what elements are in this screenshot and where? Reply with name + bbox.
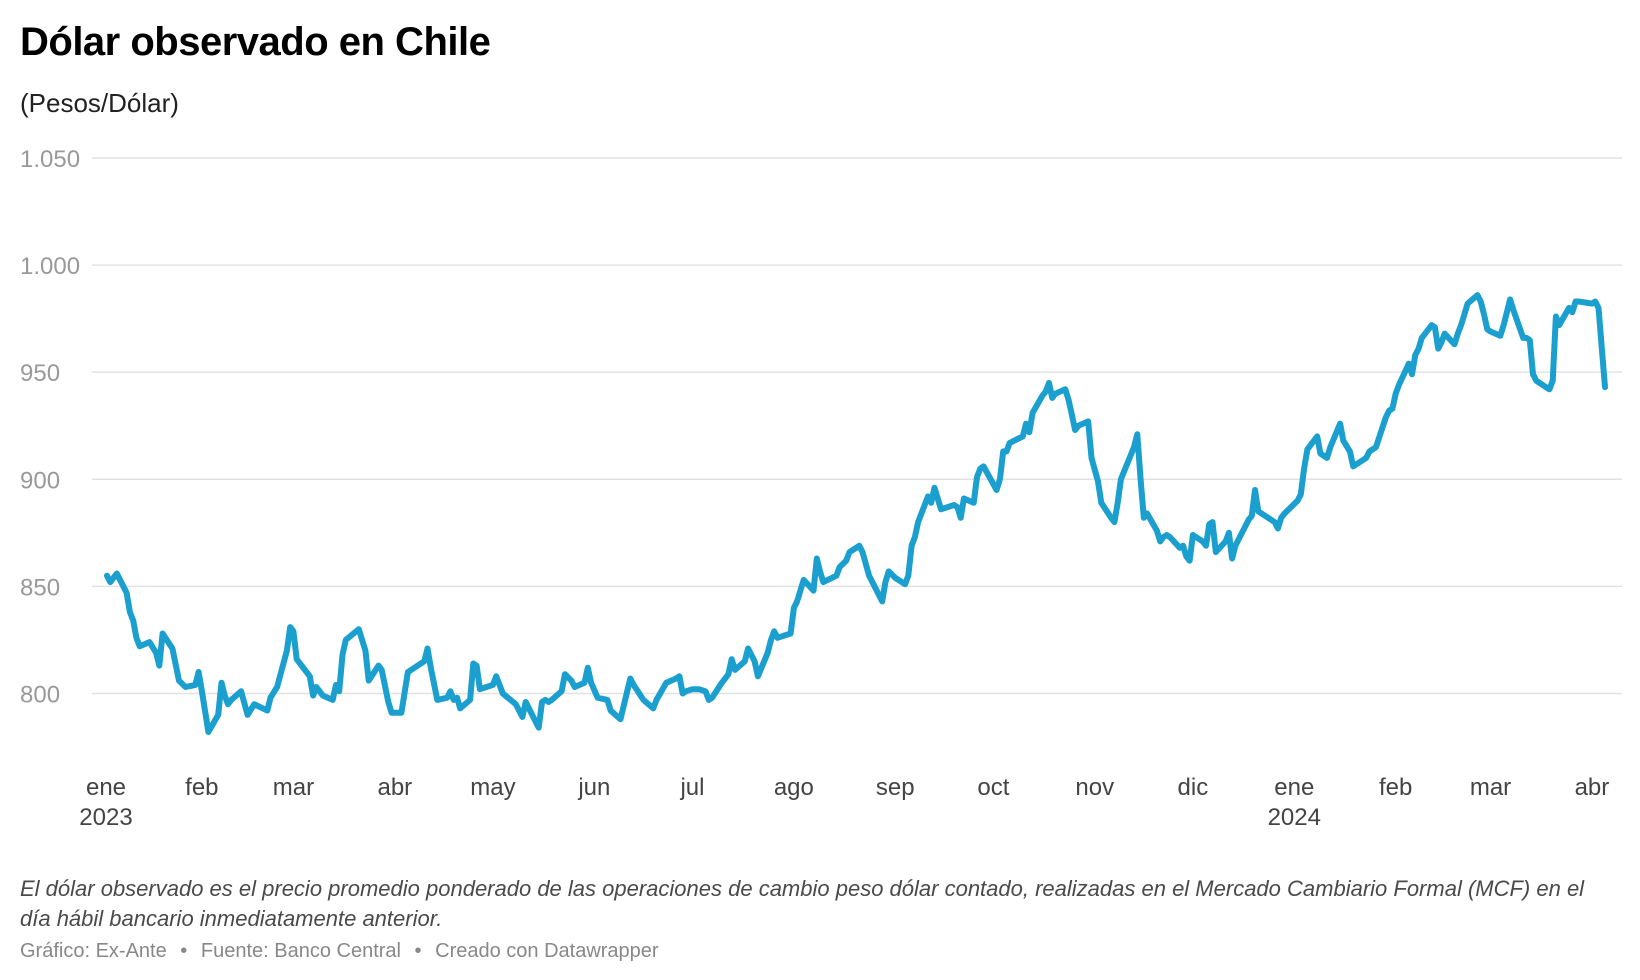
footer-tool: Creado con Datawrapper xyxy=(435,940,659,962)
chart-subtitle: (Pesos/Dólar) xyxy=(20,88,179,118)
x-tick-label: mar xyxy=(1470,774,1511,801)
x-tick-label: feb xyxy=(185,774,218,801)
x-axis-labels: ene 2023 feb mar abr may jun jul ago sep oct nov dic… xyxy=(79,774,1609,831)
y-tick-label: 950 xyxy=(20,360,60,387)
y-tick-label: 850 xyxy=(20,574,60,601)
x-tick-label: dic xyxy=(1178,774,1209,801)
line-chart: 1.050 1.000 950 900 850 800 ene 2023 feb mar abr m… xyxy=(20,146,1622,831)
x-year-label: 2024 xyxy=(1268,804,1321,831)
gridlines xyxy=(92,157,1622,695)
y-tick-label: 800 xyxy=(20,681,60,708)
y-tick-label: 1.000 xyxy=(20,253,80,280)
series-layer xyxy=(104,292,1608,735)
footer-separator: • xyxy=(180,940,188,962)
footer-separator: • xyxy=(414,940,422,962)
x-tick-label: may xyxy=(470,774,515,801)
x-tick-label: ene xyxy=(1274,774,1314,801)
x-tick-label: nov xyxy=(1075,774,1114,801)
x-year-label: 2023 xyxy=(79,804,132,831)
footer-source: Fuente: Banco Central xyxy=(200,940,401,962)
series-line xyxy=(104,292,1608,735)
footer-credit: Gráfico: Ex-Ante xyxy=(20,940,167,962)
chart-note: El dólar observado es el precio promedio… xyxy=(20,876,1585,931)
x-tick-label: mar xyxy=(273,774,314,801)
x-tick-label: ago xyxy=(774,774,814,801)
y-tick-label: 900 xyxy=(20,467,60,494)
x-tick-label: ene xyxy=(86,774,126,801)
chart-title: Dólar observado en Chile xyxy=(20,20,491,64)
x-tick-label: jun xyxy=(577,774,610,801)
y-tick-label: 1.050 xyxy=(20,146,80,173)
x-tick-label: abr xyxy=(1575,774,1610,801)
y-axis-labels: 1.050 1.000 950 900 850 800 xyxy=(20,146,80,708)
chart-footer: Gráfico: Ex-Ante • Fuente: Banco Central… xyxy=(20,940,659,963)
x-tick-label: oct xyxy=(977,774,1009,801)
x-tick-label: abr xyxy=(377,774,412,801)
x-tick-label: feb xyxy=(1379,774,1412,801)
x-tick-label: sep xyxy=(876,774,915,801)
x-tick-label: jul xyxy=(679,774,704,801)
